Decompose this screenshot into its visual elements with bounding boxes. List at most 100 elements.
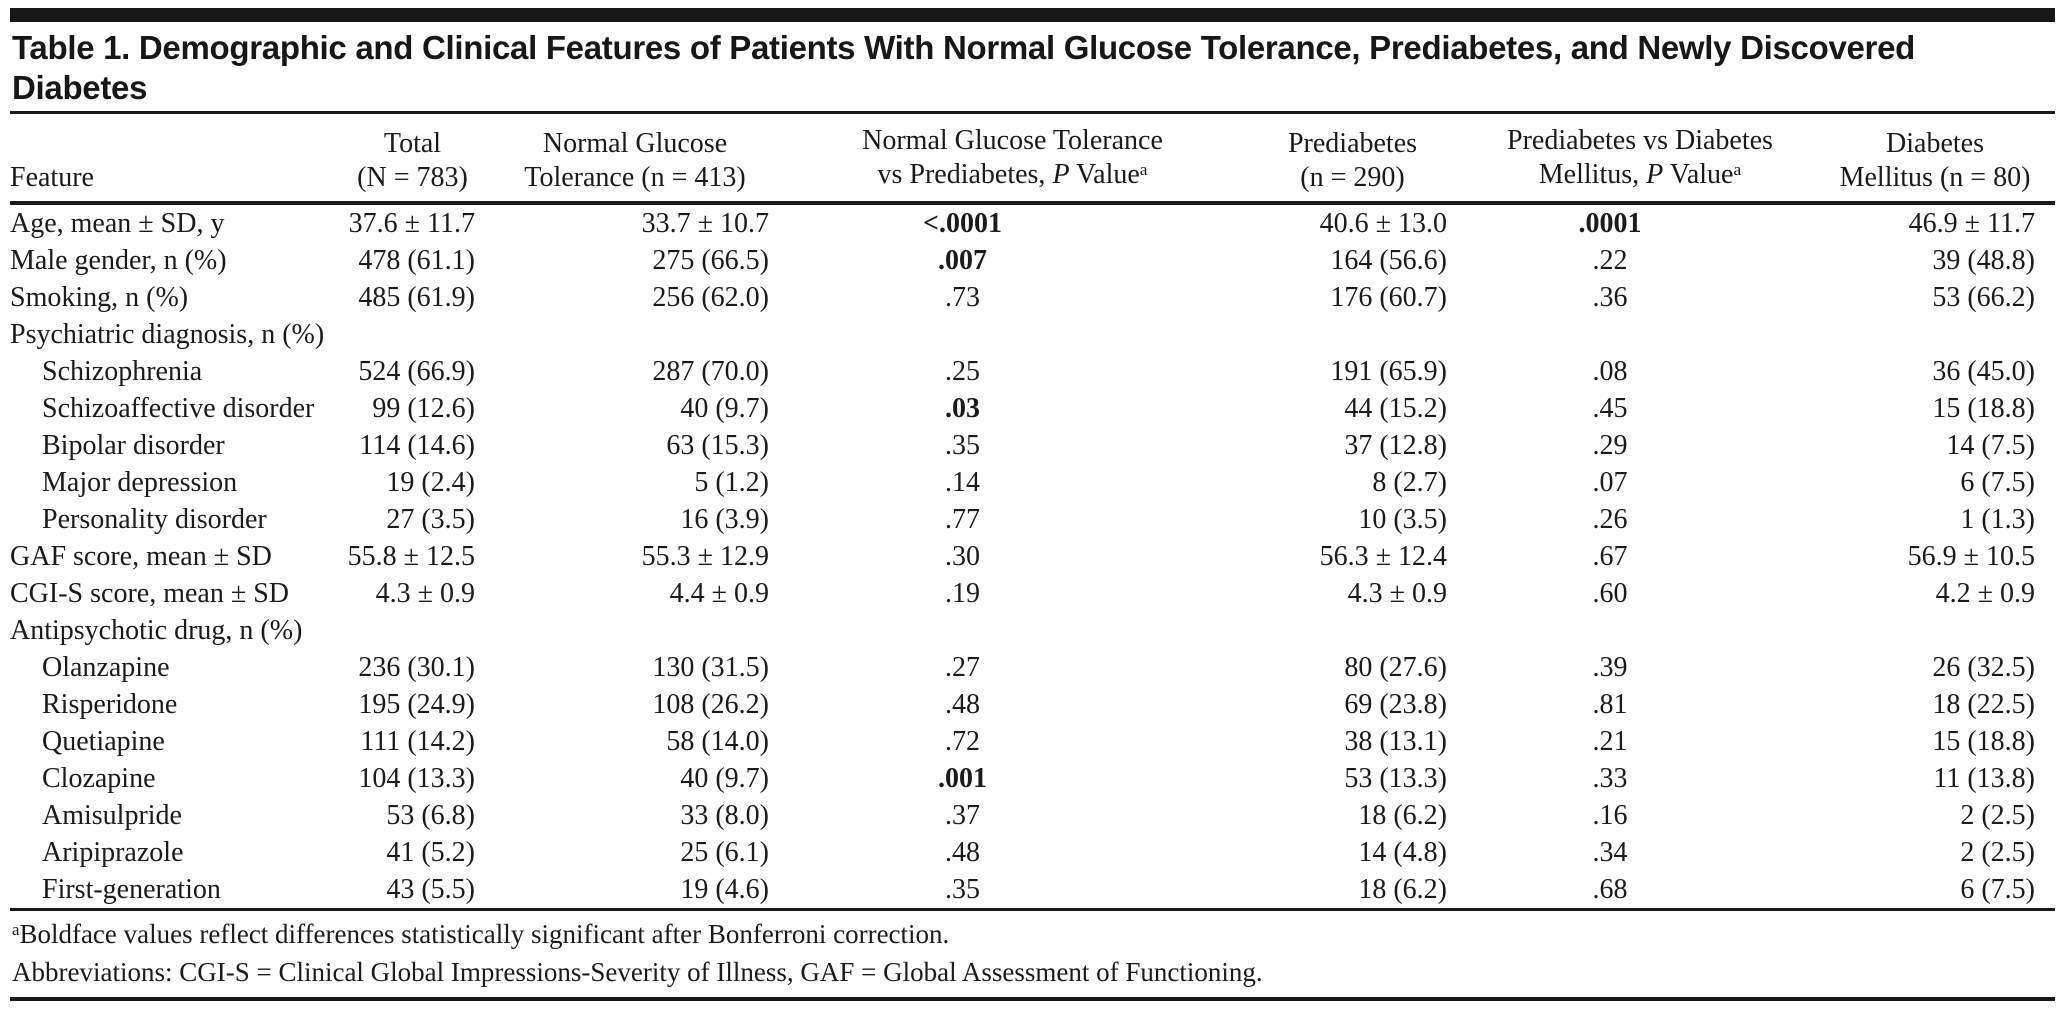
- p1-cell: .48: [945, 837, 980, 868]
- prediabetes-cell: 38 (13.1): [1344, 726, 1447, 757]
- prediabetes-cell: 37 (12.8): [1344, 430, 1447, 461]
- p2-cell: .39: [1592, 652, 1628, 683]
- p1-cell: .007: [938, 245, 987, 276]
- column-header-prediabetes-line1: Prediabetes: [1287, 128, 1418, 159]
- p2-cell: .21: [1592, 726, 1628, 757]
- p1-cell: .001: [938, 763, 987, 794]
- total-cell: 114 (14.6): [359, 430, 475, 461]
- prediabetes-cell: 164 (56.6): [1330, 245, 1447, 276]
- ngt-cell: 33.7 ± 10.7: [641, 208, 769, 239]
- p2-cell: .0001: [1578, 208, 1642, 239]
- total-cell: 55.8 ± 12.5: [347, 541, 475, 572]
- total-cell: 43 (5.5): [340, 871, 485, 911]
- total-cell: 27 (3.5): [386, 504, 475, 535]
- ngt-cell: 19 (4.6): [485, 871, 785, 911]
- total-cell: 19 (2.4): [386, 467, 475, 498]
- p2-cell: .33: [1592, 763, 1628, 794]
- prediabetes-cell: 69 (23.8): [1344, 689, 1447, 720]
- total-cell: 236 (30.1): [358, 652, 475, 683]
- pvalue-header-prefix: vs Prediabetes,: [877, 159, 1053, 190]
- prediabetes-cell: 176 (60.7): [1330, 282, 1447, 313]
- demographics-table: Feature Total (N = 783) Normal Glucose T…: [10, 114, 2055, 911]
- prediabetes-cell: 56.3 ± 12.4: [1319, 541, 1447, 572]
- ngt-cell: 4.4 ± 0.9: [669, 578, 769, 609]
- table-body: Age, mean ± SD, y 37.6 ± 11.7 33.7 ± 10.…: [10, 203, 2055, 911]
- p1-cell: .27: [945, 652, 980, 683]
- feature-label: Quetiapine: [42, 726, 165, 757]
- table-row: Smoking, n (%) 485 (61.9) 256 (62.0) .73…: [10, 279, 2055, 316]
- ngt-cell: 256 (62.0): [652, 282, 769, 313]
- column-header-pre-vs-dm-line1: Prediabetes vs Diabetes: [1507, 125, 1773, 156]
- p2-cell: [1465, 612, 1815, 649]
- column-header-ngt-line2: Tolerance (n = 413): [524, 162, 746, 193]
- p2-cell: .07: [1592, 467, 1628, 498]
- total-cell: [340, 612, 485, 649]
- p1-cell: .72: [945, 726, 980, 757]
- feature-label: Major depression: [42, 467, 238, 498]
- table-row: Schizoaffective disorder 99 (12.6) 40 (9…: [10, 390, 2055, 427]
- dm-cell: 4.2 ± 0.9: [1935, 578, 2035, 609]
- prediabetes-cell: 10 (3.5): [1358, 504, 1447, 535]
- p1-cell: .35: [785, 871, 1240, 911]
- dm-cell: 2 (2.5): [1960, 837, 2035, 868]
- feature-cell: Male gender, n (%): [10, 242, 340, 279]
- dm-cell: 6 (7.5): [1815, 871, 2055, 911]
- pvalue-header-prefix: Mellitus,: [1538, 159, 1647, 190]
- feature-label: Aripiprazole: [42, 837, 184, 868]
- p2-cell: .22: [1592, 245, 1628, 276]
- feature-cell: Smoking, n (%): [10, 279, 340, 316]
- column-header-ngt-line1: Normal Glucose: [542, 128, 728, 159]
- dm-cell: 39 (48.8): [1932, 245, 2035, 276]
- table-row: Risperidone 195 (24.9) 108 (26.2) .48 69…: [10, 686, 2055, 723]
- pvalue-header-value: Value: [1069, 159, 1140, 190]
- total-cell: 99 (12.6): [372, 393, 475, 424]
- table-row: Schizophrenia 524 (66.9) 287 (70.0) .25 …: [10, 353, 2055, 390]
- column-header-total-line2: (N = 783): [357, 162, 468, 193]
- table-row: Major depression 19 (2.4) 5 (1.2) .14 8 …: [10, 464, 2055, 501]
- total-cell: 485 (61.9): [358, 282, 475, 313]
- feature-cell: Age, mean ± SD, y: [10, 203, 340, 242]
- feature-label: Personality disorder: [42, 504, 267, 535]
- dm-cell: 2 (2.5): [1960, 800, 2035, 831]
- feature-label: Male gender, n (%): [10, 245, 227, 276]
- p1-cell: .77: [945, 504, 980, 535]
- feature-label: Psychiatric diagnosis, n (%): [10, 319, 325, 350]
- ngt-cell: 40 (9.7): [680, 393, 769, 424]
- feature-label: Bipolar disorder: [42, 430, 225, 461]
- footnote-line-1: aBoldface values reflect differences sta…: [12, 917, 2055, 955]
- total-cell: 111 (14.2): [360, 726, 475, 757]
- column-header-dm-line2: Mellitus (n = 80): [1839, 162, 2031, 193]
- p1-cell: .37: [945, 800, 980, 831]
- feature-cell: Antipsychotic drug, n (%): [10, 612, 340, 649]
- feature-cell: CGI-S score, mean ± SD: [10, 575, 340, 612]
- table-row: First-generation 43 (5.5) 19 (4.6) .35 1…: [10, 871, 2055, 911]
- table-title-line-2: Diabetes: [12, 69, 148, 106]
- p2-cell: .68: [1465, 871, 1815, 911]
- table-header: Feature Total (N = 783) Normal Glucose T…: [10, 114, 2055, 205]
- dm-cell: 15 (18.8): [1932, 726, 2035, 757]
- feature-cell: Schizophrenia: [10, 353, 340, 390]
- total-cell: 478 (61.1): [358, 245, 475, 276]
- prediabetes-cell: 4.3 ± 0.9: [1347, 578, 1447, 609]
- table-row: CGI-S score, mean ± SD 4.3 ± 0.9 4.4 ± 0…: [10, 575, 2055, 612]
- feature-label: Schizophrenia: [42, 356, 203, 387]
- p2-cell: .60: [1592, 578, 1628, 609]
- ngt-cell: 55.3 ± 12.9: [641, 541, 769, 572]
- feature-label: Olanzapine: [42, 652, 170, 683]
- ngt-cell: 5 (1.2): [694, 467, 769, 498]
- feature-cell: Risperidone: [10, 686, 340, 723]
- column-header-dm-line1: Diabetes: [1886, 128, 1984, 159]
- p1-cell: [785, 612, 1240, 649]
- table-row: Amisulpride 53 (6.8) 33 (8.0) .37 18 (6.…: [10, 797, 2055, 834]
- table-title: Table 1. Demographic and Clinical Featur…: [10, 22, 2055, 114]
- dm-cell: 14 (7.5): [1946, 430, 2035, 461]
- column-header-normal-glucose-tolerance: Normal Glucose Tolerance (n = 413): [485, 114, 785, 205]
- total-cell: 41 (5.2): [386, 837, 475, 868]
- pvalue-header-p: P: [1052, 159, 1070, 190]
- footnote-marker-a: a: [1733, 160, 1742, 180]
- total-cell: 104 (13.3): [358, 763, 475, 794]
- feature-cell: Major depression: [10, 464, 340, 501]
- feature-label: Clozapine: [42, 763, 156, 794]
- table-row: Quetiapine 111 (14.2) 58 (14.0) .72 38 (…: [10, 723, 2055, 760]
- pvalue-header-value: Value: [1663, 159, 1734, 190]
